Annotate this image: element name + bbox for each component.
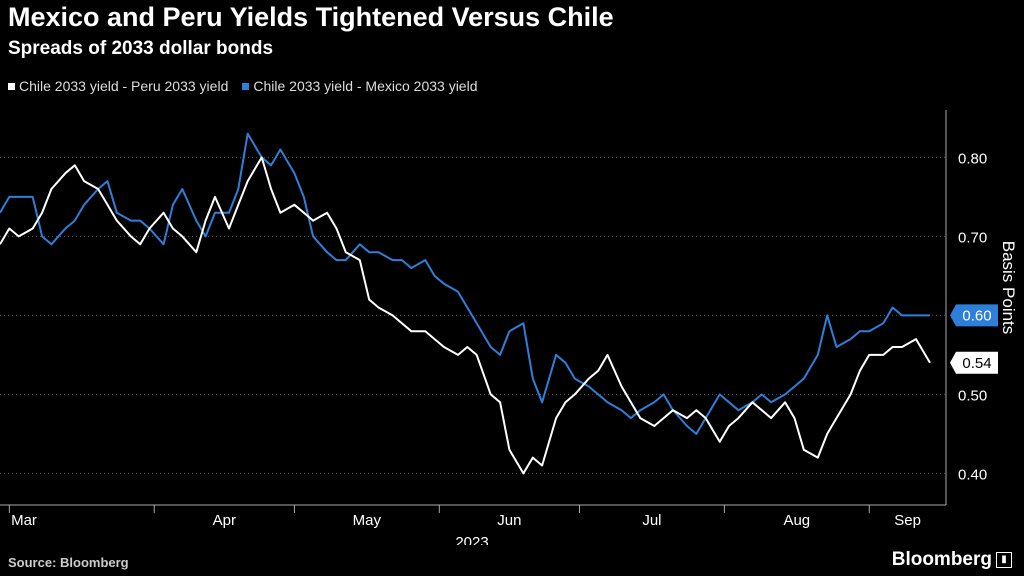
y-tick-label-0: 0.40 <box>958 466 987 483</box>
legend: Chile 2033 yield - Peru 2033 yield Chile… <box>8 78 477 94</box>
y-tick-label-1: 0.50 <box>958 387 987 404</box>
source-note: Source: Bloomberg <box>8 555 129 570</box>
x-tick-label-apr: Apr <box>213 512 236 529</box>
series-line-mexico <box>0 132 930 435</box>
y-tick-label-4: 0.80 <box>958 150 987 167</box>
y-tick-label-3: 0.70 <box>958 229 987 246</box>
legend-item-peru: Chile 2033 yield - Peru 2033 yield <box>8 78 228 94</box>
last-value-label-peru: 0.54 <box>962 355 991 372</box>
brand-name: Bloomberg <box>891 549 992 570</box>
x-tick-label-mar: Mar <box>11 512 37 529</box>
legend-item-mexico: Chile 2033 yield - Mexico 2033 yield <box>242 78 477 94</box>
chart-subtitle: Spreads of 2033 dollar bonds <box>8 38 274 59</box>
x-tick-label-aug: Aug <box>783 512 810 529</box>
x-tick-label-sep: Sep <box>894 512 921 529</box>
legend-label-peru: Chile 2033 yield - Peru 2033 yield <box>19 78 229 94</box>
legend-label-mexico: Chile 2033 yield - Mexico 2033 yield <box>253 78 478 94</box>
last-value-badge-peru <box>950 351 998 374</box>
terminal-icon: ▮ <box>996 552 1012 568</box>
line-chart: 0.40 0.50 0.60 0.70 0.80 Basis Points Mar Apr Ma… <box>0 110 1018 545</box>
legend-swatch-peru <box>8 82 15 90</box>
y-axis-title: Basis Points <box>999 241 1018 335</box>
x-tick-label-may: May <box>353 512 382 529</box>
last-value-badge-mexico <box>950 304 998 327</box>
x-tick-label-jul: Jul <box>642 512 661 529</box>
chart-title: Mexico and Peru Yields Tightened Versus … <box>8 2 614 32</box>
legend-swatch-mexico <box>242 82 250 90</box>
brand-logo: Bloomberg ▮ <box>892 549 1012 571</box>
x-tick-label-jun: Jun <box>497 512 521 529</box>
last-value-label-mexico: 0.60 <box>962 307 991 324</box>
x-year-label: 2023 <box>455 534 488 545</box>
series-line-peru <box>0 156 931 475</box>
